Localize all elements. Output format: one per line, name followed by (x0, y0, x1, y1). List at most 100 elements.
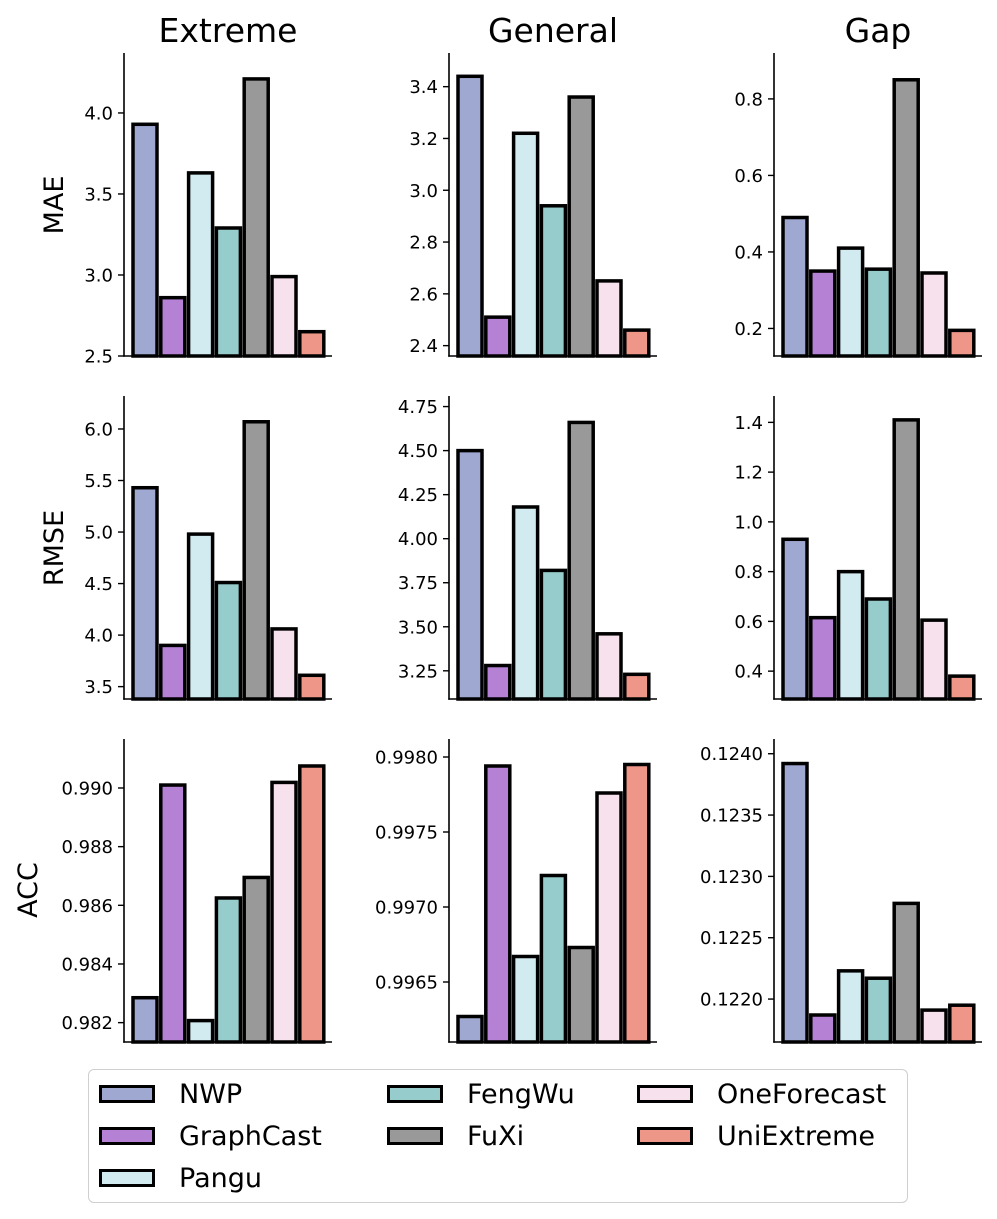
panel-mae-general-ytick-label: 2.8 (409, 233, 438, 254)
legend-item-oneforecast: OneForecast (637, 1077, 886, 1111)
panel-acc-gap-bar-fengwu (864, 976, 893, 1044)
legend-label-nwp: NWP (179, 1078, 243, 1110)
panel-acc-general-bar-graphcast (484, 764, 512, 1044)
panel-mae-extreme-ytick-label: 3.0 (84, 265, 113, 286)
panel-mae-general-ytick-label: 3.0 (409, 181, 438, 202)
panel-mae-extreme-bar-pangu (186, 171, 215, 358)
panel-mae-general-ytick-label: 3.2 (409, 129, 438, 150)
legend-item-uniextreme: UniExtreme (637, 1119, 875, 1153)
row-title-mae: MAE (39, 176, 70, 235)
panel-mae-gap-bar-graphcast (809, 269, 837, 358)
panel-rmse-general-ytick-label: 3.75 (398, 573, 438, 594)
panel-acc-general-ytick-label: 0.9975 (375, 823, 438, 844)
legend-label-graphcast: GraphCast (179, 1120, 322, 1152)
panel-rmse-extreme-ytick-label: 5.5 (84, 471, 113, 492)
panel-mae-extreme-bar-uniextreme (298, 329, 326, 358)
panel-acc-gap-ytick-label: 0.1235 (700, 806, 763, 827)
panel-rmse-extreme-bar-fuxi (242, 420, 270, 701)
panel-rmse-extreme-ytick-label: 4.5 (84, 574, 113, 595)
panel-acc-general-bar-pangu (511, 954, 540, 1044)
panel-mae-gap-bar-fuxi (892, 78, 920, 358)
panel-acc-gap-bar-graphcast (809, 1013, 837, 1044)
panel-mae-extreme-ytick-label: 3.5 (84, 184, 113, 205)
panel-mae-gap-bar-fengwu (864, 267, 893, 358)
legend-swatch-fengwu (387, 1085, 443, 1103)
panel-mae-general-ytick-label: 2.4 (409, 336, 438, 357)
panel-acc-gap-ytick-label: 0.1230 (700, 867, 763, 888)
panel-acc-gap: 0.1220 0.1225 0.1230 0.1235 0.1240 (700, 739, 982, 1044)
panel-acc-general-bar-fengwu (539, 873, 568, 1044)
panel-rmse-general-ytick-label: 4.50 (398, 441, 438, 462)
panel-mae-general-bar-uniextreme (623, 328, 651, 358)
panel-rmse-extreme-bar-uniextreme (298, 673, 326, 701)
panel-rmse-extreme: 3.5 4.0 4.5 5.0 5.5 6.0 (84, 396, 332, 701)
panel-rmse-general-bar-oneforecast (595, 632, 623, 701)
panel-rmse-gap-bar-nwp (781, 537, 809, 701)
panel-acc-gap-bar-uniextreme (948, 1003, 976, 1044)
panel-rmse-extreme-ytick-label: 4.0 (84, 626, 113, 647)
legend-swatch-oneforecast (637, 1085, 693, 1103)
panel-rmse-general-bar-uniextreme (623, 672, 651, 701)
legend-label-uniextreme: UniExtreme (717, 1120, 876, 1152)
panel-mae-general-ytick-label: 2.6 (409, 284, 438, 305)
panel-rmse-extreme-ytick-label: 3.5 (84, 677, 113, 698)
panel-mae-general-bar-nwp (456, 74, 484, 358)
legend-swatch-nwp (99, 1085, 155, 1103)
panel-rmse-gap: 0.4 0.6 0.8 1.0 1.2 1.4 (734, 396, 982, 701)
panel-rmse-gap-bar-oneforecast (920, 618, 948, 701)
panel-rmse-gap-ytick-label: 0.4 (734, 662, 763, 683)
panel-rmse-gap-bar-uniextreme (948, 674, 976, 701)
legend-swatch-fuxi (387, 1127, 443, 1145)
panel-rmse-general-ytick-label: 3.25 (398, 661, 438, 682)
panel-rmse-gap-bar-fuxi (892, 418, 920, 701)
legend-label-fuxi: FuXi (467, 1120, 525, 1152)
panel-acc-extreme-bar-pangu (186, 1018, 215, 1044)
panel-rmse-extreme-bar-graphcast (159, 643, 187, 701)
col-title-gap: Gap (845, 11, 912, 50)
panel-rmse-gap-bar-fengwu (864, 597, 893, 701)
panel-acc-extreme: 0.982 0.984 0.986 0.988 0.990 (61, 739, 332, 1044)
panel-mae-general-bar-fengwu (539, 204, 568, 358)
panel-acc-extreme-ytick-label: 0.986 (61, 896, 113, 917)
panel-mae-gap-bar-uniextreme (948, 328, 976, 358)
panel-mae-extreme: 2.5 3.0 3.5 4.0 (84, 53, 332, 368)
panel-acc-extreme-ytick-label: 0.982 (61, 1013, 113, 1034)
panel-acc-extreme-bar-fengwu (214, 896, 243, 1044)
panel-acc-general-bar-fuxi (567, 945, 595, 1044)
panel-acc-general-bar-nwp (456, 1014, 484, 1044)
panel-mae-gap-ytick-label: 0.4 (734, 242, 763, 263)
panel-acc-extreme-bar-oneforecast (270, 780, 298, 1044)
panel-acc-gap-ytick-label: 0.1225 (700, 928, 763, 949)
col-title-general: General (488, 11, 618, 50)
legend-item-fengwu: FengWu (387, 1077, 575, 1111)
panel-mae-gap-ytick-label: 0.6 (734, 166, 763, 187)
legend-label-fengwu: FengWu (467, 1078, 575, 1110)
panel-acc-extreme-ytick-label: 0.990 (61, 778, 113, 799)
panel-rmse-gap-bar-graphcast (809, 615, 837, 701)
panel-mae-extreme-ytick-label: 2.5 (84, 347, 113, 368)
panel-rmse-gap-ytick-label: 1.0 (734, 512, 763, 533)
panel-acc-extreme-bar-graphcast (159, 783, 187, 1044)
panel-rmse-general-ytick-label: 4.00 (398, 529, 438, 550)
legend-swatch-pangu (99, 1169, 155, 1187)
panel-mae-general-bar-graphcast (484, 315, 512, 358)
panel-rmse-general-bar-fengwu (539, 568, 568, 701)
panel-acc-gap-bar-nwp (781, 761, 809, 1044)
panel-acc-extreme-bar-nwp (131, 995, 159, 1044)
panel-acc-general-ytick-label: 0.9970 (375, 898, 438, 919)
panel-mae-gap: 0.2 0.4 0.6 0.8 (734, 53, 982, 358)
panel-rmse-gap-bar-pangu (836, 569, 865, 701)
panel-acc-general: 0.9965 0.9970 0.9975 0.9980 (375, 739, 657, 1044)
panel-mae-general-bar-fuxi (567, 95, 595, 358)
panel-acc-general-bar-uniextreme (623, 762, 651, 1044)
legend-item-graphcast: GraphCast (99, 1119, 322, 1153)
panel-acc-gap-ytick-label: 0.1240 (700, 744, 763, 765)
panel-rmse-general-ytick-label: 3.50 (398, 617, 438, 638)
panel-rmse-extreme-ytick-label: 6.0 (84, 419, 113, 440)
panel-rmse-gap-ytick-label: 1.4 (734, 413, 763, 434)
panel-rmse-general-ytick-label: 4.75 (398, 397, 438, 418)
col-title-extreme: Extreme (159, 11, 298, 50)
panel-rmse-general-bar-fuxi (567, 420, 595, 701)
panel-acc-gap-ytick-label: 0.1220 (700, 990, 763, 1011)
